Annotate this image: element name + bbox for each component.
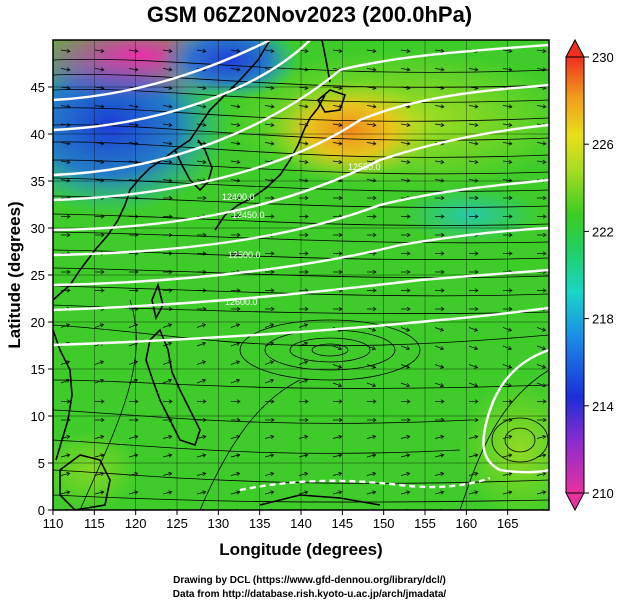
y-tick-label: 35 — [31, 174, 45, 189]
y-tick-label: 25 — [31, 268, 45, 283]
coastline-philippines — [145, 328, 201, 447]
coastlines — [53, 40, 381, 510]
y-axis-label: Latitude (degrees) — [5, 201, 24, 348]
x-tick-label: 135 — [249, 516, 271, 531]
wind-vectors — [60, 48, 547, 510]
colorbar-tick-label: 210 — [592, 486, 614, 501]
y-tick-label: 30 — [31, 221, 45, 236]
coastline-indochina — [53, 329, 73, 461]
y-tick-label: 0 — [38, 503, 45, 518]
colorbar-tick-label: 226 — [592, 137, 614, 152]
colorbar-tick-label: 214 — [592, 399, 614, 414]
x-tick-label: 145 — [331, 516, 353, 531]
contour-label-5: 12550.0 — [348, 162, 381, 172]
colorbar-top-arrow — [565, 38, 585, 58]
height-contours — [53, 40, 549, 492]
coastline-japan — [214, 94, 326, 231]
x-tick-label: 130 — [207, 516, 229, 531]
colorbar-tick-label: 222 — [592, 224, 614, 239]
y-tick-label: 40 — [31, 127, 45, 142]
x-tick-label: 160 — [455, 516, 477, 531]
contour-label-3: 12500.0 — [228, 250, 261, 260]
colorbar-tick-label: 218 — [592, 312, 614, 327]
y-tick-label: 15 — [31, 362, 45, 377]
credit-data: Data from http://database.rish.kyoto-u.a… — [172, 589, 447, 600]
coastline-korea — [174, 139, 213, 192]
contour-label-1: 12400.0 — [222, 192, 255, 202]
y-tick-label: 10 — [31, 409, 45, 424]
x-tick-label: 165 — [497, 516, 519, 531]
x-tick-label: 110 — [43, 516, 64, 531]
x-tick-label: 115 — [84, 516, 105, 531]
credit-drawing: Drawing by DCL (https://www.gfd-dennou.o… — [173, 575, 446, 586]
coastline-hokkaido — [316, 89, 347, 113]
x-tick-label: 150 — [373, 516, 395, 531]
x-axis: 110 115 120 125 130 135 140 145 150 155 160 165 — [43, 510, 519, 531]
x-axis-label: Longitude (degrees) — [219, 540, 382, 559]
map-title: GSM 06Z20Nov2023 (200.0hPa) — [146, 2, 473, 27]
x-tick-label: 120 — [125, 516, 147, 531]
x-tick-label: 125 — [166, 516, 188, 531]
contour-labels: 12400.0 12450.0 12500.0 12600.0 12550.0 — [222, 162, 381, 307]
x-tick-label: 155 — [414, 516, 436, 531]
y-tick-label: 5 — [38, 456, 45, 471]
y-tick-label: 20 — [31, 315, 45, 330]
x-tick-label: 140 — [290, 516, 312, 531]
coastline-sakhalin — [321, 40, 331, 83]
coastline-asia — [53, 40, 271, 301]
contour-label-2: 12450.0 — [232, 210, 265, 220]
coastline-borneo — [59, 454, 111, 510]
colorbar-bottom-arrow — [565, 492, 585, 512]
y-axis: 0 5 10 15 20 25 30 35 40 45 — [31, 80, 53, 518]
coastline-new-guinea — [259, 494, 381, 506]
contour-label-4: 12600.0 — [225, 297, 258, 307]
y-tick-label: 45 — [31, 80, 45, 95]
colorbar: 230 226 222 218 214 210 — [565, 38, 614, 512]
colorbar-tick-label: 230 — [592, 50, 614, 65]
